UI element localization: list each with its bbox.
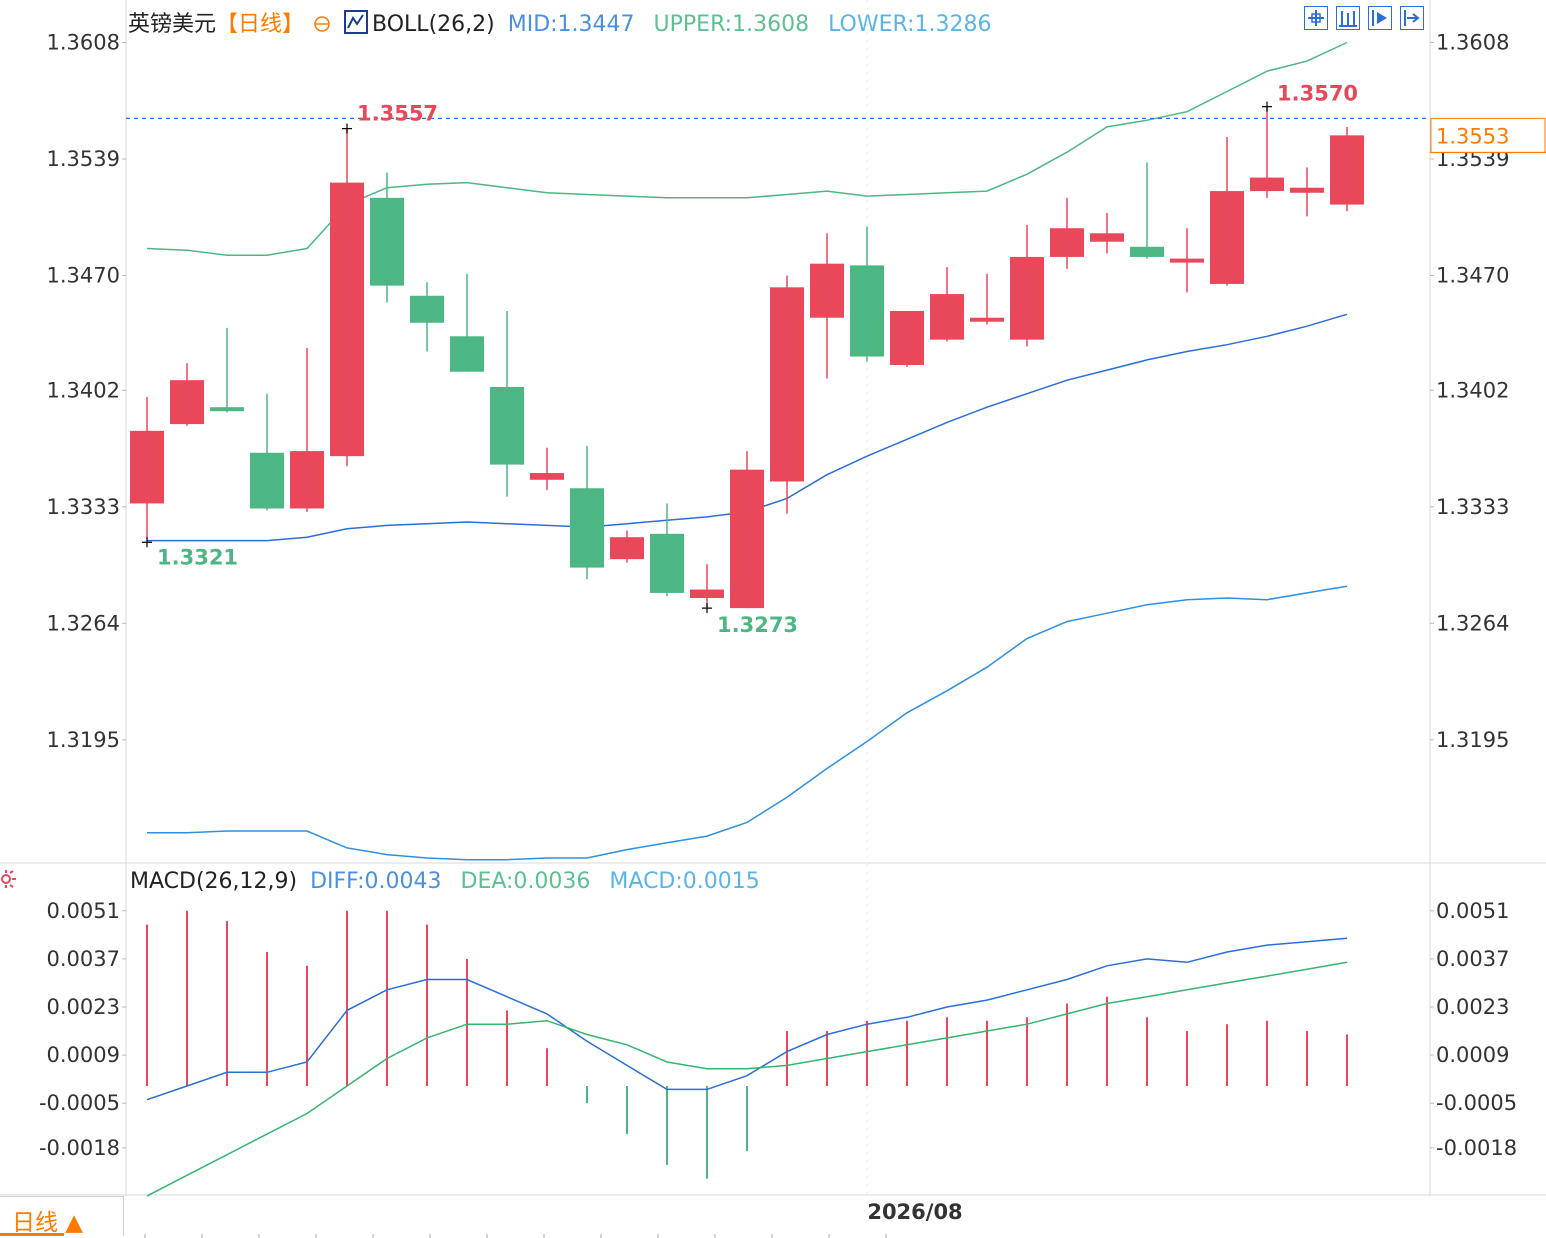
candle-down <box>250 452 284 509</box>
y-tick-label-right: 1.3470 <box>1436 264 1509 288</box>
chart-grid <box>0 0 1546 1196</box>
candle-up <box>890 310 924 365</box>
period-selector-button[interactable]: 日线 ▲ <box>0 1196 124 1236</box>
macd-settings-icon[interactable] <box>0 868 20 894</box>
macd-y-tick-label-left: -0.0018 <box>39 1136 120 1160</box>
macd-y-tick-label-right: 0.0023 <box>1436 995 1509 1019</box>
y-tick-label-left: 1.3608 <box>47 31 120 55</box>
candle-up <box>330 182 364 457</box>
macd-y-tick-label-left: 0.0023 <box>47 995 120 1019</box>
candle-down <box>850 265 884 357</box>
price-annotations: 1.3553 1.3557 1.3570 1.3321 1.3273 <box>126 82 1546 637</box>
period-selector-underline <box>0 1233 64 1236</box>
candle-up <box>610 537 644 560</box>
candle-up <box>1050 228 1084 257</box>
candle-up <box>1290 187 1324 193</box>
play-icon[interactable] <box>1368 6 1392 30</box>
candle-down <box>650 533 684 593</box>
candle-down <box>210 407 244 412</box>
candle-up <box>1330 135 1364 205</box>
boll-mid-value: MID:1.3447 <box>507 12 635 37</box>
candle-down <box>490 386 524 465</box>
macd-y-tick-label-right: 0.0009 <box>1436 1043 1509 1067</box>
macd-diff-value: DIFF:0.0043 <box>310 869 442 894</box>
chart-legend: 英镑美元【日线】 BOLL(26,2) MID:1.3447 UPPER:1.3… <box>128 6 992 40</box>
macd-y-tick-label-right: 0.0037 <box>1436 947 1509 971</box>
candle-down <box>410 295 444 323</box>
macd-y-tick-label-right: 0.0051 <box>1436 899 1509 923</box>
macd-legend: MACD(26,12,9) DIFF:0.0043 DEA:0.0036 MAC… <box>130 869 760 894</box>
macd-diff-line <box>146 937 1348 1101</box>
high-label-1: 1.3557 <box>357 102 438 126</box>
bar-view-icon[interactable] <box>1336 6 1360 30</box>
macd-y-tick-label-left: 0.0037 <box>47 947 120 971</box>
period-label[interactable]: 【日线】 <box>216 12 305 37</box>
crosshair-icon[interactable] <box>1304 6 1328 30</box>
current-price-box <box>1430 117 1546 153</box>
y-tick-label-left: 1.3195 <box>47 728 120 752</box>
macd-dea-value: DEA:0.0036 <box>460 869 591 894</box>
candle-up <box>1170 258 1204 263</box>
y-tick-label-right: 1.3333 <box>1436 495 1509 519</box>
candle-up <box>1090 233 1124 242</box>
y-tick-label-right: 1.3264 <box>1436 611 1509 635</box>
macd-y-tick-label-right: -0.0018 <box>1436 1136 1517 1160</box>
macd-indicator-name: MACD(26,12,9) <box>130 869 298 894</box>
y-tick-label-left: 1.3539 <box>47 147 120 171</box>
candle-up <box>130 430 164 504</box>
jump-end-icon[interactable] <box>1400 6 1424 30</box>
candle-up <box>690 589 724 598</box>
y-tick-label-right: 1.3195 <box>1436 728 1509 752</box>
macd-hist-value: MACD:0.0015 <box>609 869 760 894</box>
candle-down <box>1130 246 1164 257</box>
low-label-2: 1.3273 <box>717 613 798 637</box>
x-axis-date-label: 2026/08 <box>867 1200 962 1224</box>
candle-up <box>1250 177 1284 192</box>
current-price-label: 1.3553 <box>1436 124 1509 148</box>
boll-lower-line <box>147 585 1348 861</box>
high-label-2: 1.3570 <box>1277 82 1358 106</box>
macd-y-tick-label-left: 0.0009 <box>47 1043 120 1067</box>
macd-y-tick-label-right: -0.0005 <box>1436 1091 1517 1115</box>
y-tick-label-left: 1.3470 <box>47 264 120 288</box>
y-tick-label-left: 1.3264 <box>47 611 120 635</box>
boll-indicator-name: BOLL(26,2) <box>372 12 495 37</box>
candle-up <box>930 294 964 340</box>
y-tick-label-left: 1.3402 <box>47 378 120 402</box>
candle-up <box>770 287 804 482</box>
indicator-chart-icon[interactable] <box>344 10 369 40</box>
y-tick-label-right: 1.3608 <box>1436 31 1509 55</box>
candle-up <box>730 469 764 609</box>
y-tick-label-right: 1.3402 <box>1436 378 1509 402</box>
candle-down <box>450 336 484 372</box>
y-tick-label-left: 1.3333 <box>47 495 120 519</box>
boll-lower-value: LOWER:1.3286 <box>828 12 992 37</box>
candle-up <box>810 263 844 318</box>
low-label-1: 1.3321 <box>157 545 238 569</box>
macd-dea-line <box>146 961 1348 1197</box>
candle-up <box>290 451 324 509</box>
candle-down <box>370 197 404 286</box>
period-selector-label: 日线 ▲ <box>12 1210 83 1236</box>
candle-up <box>170 380 204 425</box>
candles <box>130 106 1364 609</box>
settings-circle-icon[interactable] <box>313 13 331 38</box>
macd-y-tick-label-left: 0.0051 <box>47 899 120 923</box>
candle-up <box>1010 256 1044 340</box>
boll-upper-value: UPPER:1.3608 <box>653 12 810 37</box>
candle-up <box>530 473 564 480</box>
candle-down <box>570 488 604 568</box>
instrument-name: 英镑美元 <box>128 12 217 37</box>
candle-up <box>970 317 1004 322</box>
candle-up <box>1210 191 1244 284</box>
macd-panel <box>146 910 1348 1197</box>
macd-y-tick-label-left: -0.0005 <box>39 1091 120 1115</box>
